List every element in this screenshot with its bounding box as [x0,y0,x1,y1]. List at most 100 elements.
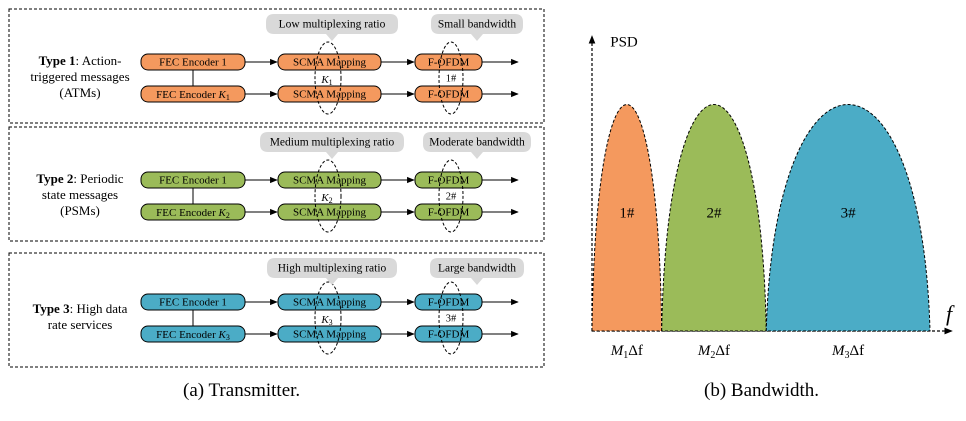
callout-bandwidth: Moderate bandwidth [423,132,531,159]
scma-mapping-top-label: SCMA Mapping [293,297,367,309]
lobe-width-m: M [610,343,625,359]
scma-mapping-bottom-label: SCMA Mapping [293,207,367,219]
fec-encoder-bottom-label: FEC Encoder K3 [156,329,230,342]
y-axis-label: PSD [610,34,638,50]
k-label-letter: K [320,74,329,86]
lobe-width-m: M [697,343,712,359]
callout-bandwidth-shape [431,14,523,41]
callout-multiplexing-text: Low multiplexing ratio [279,19,386,31]
callout-bandwidth: Large bandwidth [430,258,524,285]
fec-encoder-bottom-sub: 3 [226,333,230,342]
callout-bandwidth-text: Moderate bandwidth [429,137,525,149]
panel-type3-border [8,252,545,368]
fec-encoder-top-label: FEC Encoder 1 [159,57,227,69]
f-ofdm-top-label: F-OFDM [428,175,470,187]
lobe-width-suffix: Δf [850,343,865,359]
lobe-width-label-3: M3Δf [831,343,864,361]
type-label-bold: Type 1 [39,53,76,68]
fec-encoder-bottom-prefix: FEC Encoder [156,329,218,341]
callout-bandwidth-text: Large bandwidth [438,263,516,275]
callout-bandwidth-shape [423,132,531,159]
psd-lobe-2 [661,104,767,332]
type-label-bold: Type 2 [36,171,73,186]
type-label-text: : Periodic [73,171,123,186]
lobe-width-suffix: Δf [715,343,730,359]
type-label-line: (PSMs) [60,203,100,218]
fec-encoder-bottom-k: K [217,89,226,101]
ofdm-ellipse [438,159,464,233]
type-label-text: (ATMs) [59,85,100,100]
type-label-text: : Action- [76,53,122,68]
type-label-text: state messages [42,187,118,202]
fec-encoder-bottom-sub: 2 [226,211,230,220]
panel-type1: Type 1: Action-triggered messages(ATMs) F… [8,8,545,124]
callout-multiplexing: Low multiplexing ratio [266,14,398,41]
scma-mapping-top-label: SCMA Mapping [293,57,367,69]
scma-mapping-bottom-label: SCMA Mapping [293,89,367,101]
mapping-ellipse [314,281,342,355]
f-ofdm-bottom-label: F-OFDM [428,329,470,341]
callout-multiplexing-text: Medium multiplexing ratio [270,137,395,149]
f-ofdm-top-label: F-OFDM [428,57,470,69]
type-label-line: Type 3: High data [33,301,128,316]
ofdm-ellipse [438,281,464,355]
type-label-line: rate services [48,317,113,332]
transmitter-caption: (a) Transmitter. [183,380,301,401]
bandwidth-caption: (b) Bandwidth. [704,380,820,401]
k-label-letter: K [320,314,329,326]
type-label-text: triggered messages [30,69,129,84]
k-label-sub: 1 [329,78,333,87]
callout-multiplexing: Medium multiplexing ratio [260,132,404,159]
f-ofdm-bottom-label: F-OFDM [428,89,470,101]
psd-lobe-label-1: 1# [619,205,635,221]
k-label: K2 [320,192,332,205]
f-ofdm-top-label: F-OFDM [428,297,470,309]
type-label-line: Type 2: Periodic [36,171,123,186]
ofdm-ellipse [438,41,464,115]
callout-multiplexing: High multiplexing ratio [267,258,397,285]
k-label: K3 [320,314,332,327]
k-label-sub: 2 [329,196,333,205]
mapping-ellipse [314,159,342,233]
callout-multiplexing-text: High multiplexing ratio [278,263,387,275]
psd-lobe-3 [765,104,931,332]
psd-lobe-1 [591,104,663,332]
panel-type1-border [8,8,545,124]
lobe-width-m: M [831,343,846,359]
callout-bandwidth: Small bandwidth [431,14,523,41]
type-label-text: : High data [70,301,128,316]
lobe-width-sub: 1 [623,350,628,361]
lobe-width-label-1: M1Δf [610,343,643,361]
lobe-width-label-2: M2Δf [697,343,730,361]
type-label-line: Type 1: Action- [39,53,122,68]
fec-encoder-top-label: FEC Encoder 1 [159,175,227,187]
lobe-width-suffix: Δf [628,343,643,359]
callout-multiplexing-shape [266,14,398,41]
type-label-line: (ATMs) [59,85,100,100]
type-label-bold: Type 3 [33,301,70,316]
lobe-width-sub: 3 [845,350,850,361]
fec-encoder-top-label: FEC Encoder 1 [159,297,227,309]
transmitter-diagram: Type 1: Action-triggered messages(ATMs) F… [8,8,545,368]
fec-encoder-bottom-label: FEC Encoder K1 [156,89,230,102]
fec-encoder-bottom-k: K [217,207,226,219]
psd-lobe-label-3: 3# [841,205,857,221]
k-label: K1 [320,74,332,87]
fec-encoder-bottom-prefix: FEC Encoder [156,89,218,101]
panel-type2-border [8,126,545,242]
band-index-label: 1# [446,73,457,84]
fec-encoder-bottom-k: K [217,329,226,341]
type-label-text: (PSMs) [60,203,100,218]
callout-bandwidth-shape [430,258,524,285]
band-index-label: 2# [446,191,457,202]
scma-mapping-bottom-label: SCMA Mapping [293,329,367,341]
callout-multiplexing-shape [260,132,404,159]
type-label-line: state messages [42,187,118,202]
psd-lobe-label-2: 2# [706,205,722,221]
band-index-label: 3# [446,313,457,324]
